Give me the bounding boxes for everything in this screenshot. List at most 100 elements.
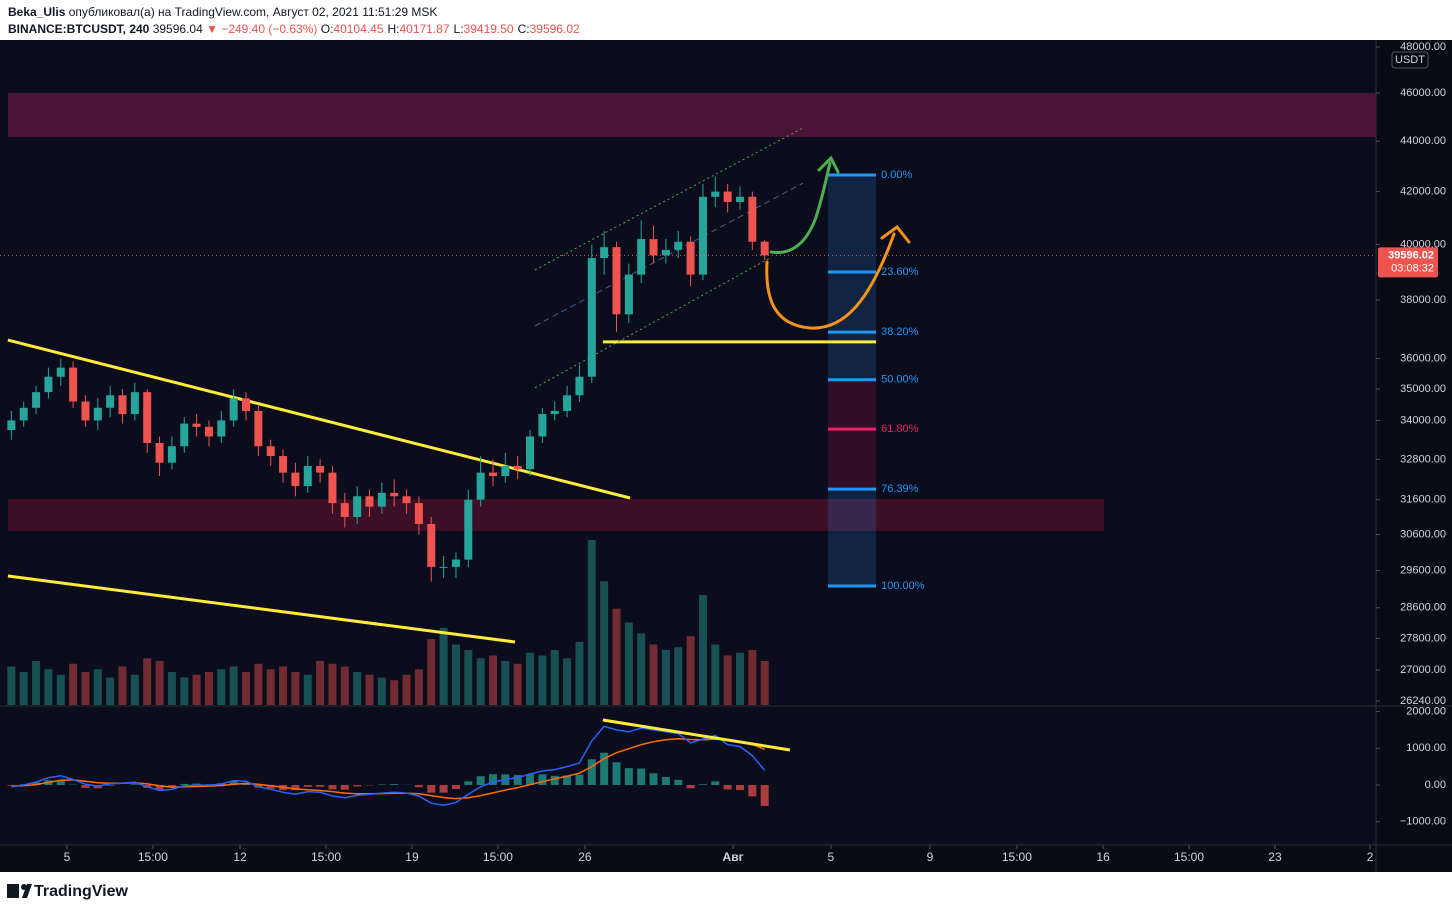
candle-body <box>7 420 15 430</box>
candle-body <box>254 411 262 446</box>
volume-bar <box>551 650 559 705</box>
y-tick-label: 31600.00 <box>1400 494 1446 506</box>
candle-body <box>748 197 756 242</box>
candle-body <box>477 473 485 500</box>
volume-bar <box>106 678 114 706</box>
macd-y-tick-label: 1000.00 <box>1406 742 1446 754</box>
chart: 0.00%23.60%38.20%50.00%61.80%76.39%100.0… <box>0 40 1452 872</box>
candle-body <box>378 493 386 507</box>
candle-body <box>279 456 287 473</box>
author: Beka_Ulis <box>8 5 65 19</box>
volume-bar <box>69 664 77 705</box>
zone <box>8 499 1104 531</box>
candle-body <box>551 411 559 414</box>
candle-body <box>390 493 398 496</box>
candle-body <box>156 443 164 463</box>
ohlc-key: H: <box>387 22 399 36</box>
volume-bar <box>328 664 336 705</box>
volume-bar <box>242 672 250 705</box>
candle-body <box>242 398 250 411</box>
y-tick-label: 42000.00 <box>1400 186 1446 198</box>
volume-bar <box>316 661 324 705</box>
y-tick-label: 27800.00 <box>1400 632 1446 644</box>
candle-body <box>230 398 238 420</box>
x-tick-label: 23 <box>1268 850 1282 864</box>
candle-body <box>205 427 213 437</box>
fib-band <box>828 380 876 429</box>
volume-bar <box>143 658 151 705</box>
macd-histogram-bar <box>748 785 756 796</box>
volume-bar <box>378 678 386 706</box>
candle-body <box>316 466 324 473</box>
volume-bar <box>662 650 670 705</box>
y-tick-label: 27000.00 <box>1400 664 1446 676</box>
candle-body <box>143 392 151 443</box>
candle-body <box>168 446 176 462</box>
volume-bar <box>464 650 472 705</box>
volume-bar <box>674 647 682 705</box>
x-tick-label: 15:00 <box>138 850 168 864</box>
x-tick-label: 16 <box>1096 850 1110 864</box>
candle-body <box>69 368 77 402</box>
candle-body <box>119 395 127 414</box>
logo: TradingView <box>0 872 200 910</box>
macd-histogram-bar <box>637 768 645 785</box>
volume-bar <box>724 656 732 706</box>
y-tick-label: 29600.00 <box>1400 564 1446 576</box>
macd-histogram-bar <box>575 775 583 785</box>
volume-bar <box>291 672 299 705</box>
ohlc-value: 39419.50 <box>464 22 514 36</box>
x-tick-label: 26 <box>578 850 592 864</box>
macd-histogram-bar <box>353 785 361 786</box>
candle-body <box>501 466 509 476</box>
macd-histogram-bar <box>612 762 620 785</box>
candle-body <box>538 414 546 436</box>
volume-bar <box>44 669 52 705</box>
volume-bar <box>7 667 15 706</box>
macd-histogram-bar <box>440 785 448 793</box>
y-tick-label: 46000.00 <box>1400 87 1446 99</box>
volume-bar <box>415 669 423 705</box>
x-tick-label: 9 <box>927 850 934 864</box>
volume-bar <box>600 581 608 705</box>
last: 39596.04 <box>153 22 203 36</box>
candle-body <box>711 192 719 197</box>
candle-body <box>415 503 423 524</box>
candle-body <box>526 436 534 469</box>
ohlc-value: 40171.87 <box>399 22 449 36</box>
macd-histogram-bar <box>687 785 695 788</box>
macd-histogram-bar <box>378 784 386 785</box>
candle-body <box>131 392 139 414</box>
volume-bar <box>193 675 201 705</box>
x-tick-label: 5 <box>828 850 835 864</box>
volume-bar <box>588 540 596 705</box>
x-tick-label: 12 <box>233 850 247 864</box>
y-tick-label: 48000.00 <box>1400 41 1446 53</box>
candle-body <box>588 258 596 377</box>
candle-body <box>366 496 374 506</box>
y-tick-label: 44000.00 <box>1400 135 1446 147</box>
volume-bar <box>612 609 620 705</box>
macd-y-tick-label: 2000.00 <box>1406 705 1446 717</box>
volume-bar <box>687 636 695 705</box>
volume-bar <box>403 675 411 705</box>
volume-bar <box>94 669 102 705</box>
x-tick-label: 19 <box>405 850 419 864</box>
candle-body <box>328 473 336 504</box>
zone <box>8 93 1376 137</box>
fib-band <box>828 489 876 586</box>
candle-body <box>637 239 645 275</box>
y-tick-label: 34000.00 <box>1400 414 1446 426</box>
candle-body <box>625 275 633 315</box>
y-tick-label: 32800.00 <box>1400 453 1446 465</box>
volume-bar <box>119 667 127 706</box>
candle-body <box>341 503 349 517</box>
candle-body <box>427 524 435 567</box>
volume-bar <box>57 675 65 705</box>
candle-body <box>217 420 225 436</box>
macd-histogram-bar <box>390 784 398 785</box>
candle-body <box>440 567 448 568</box>
candle-body <box>353 496 361 517</box>
logo-mark-a <box>7 884 19 898</box>
